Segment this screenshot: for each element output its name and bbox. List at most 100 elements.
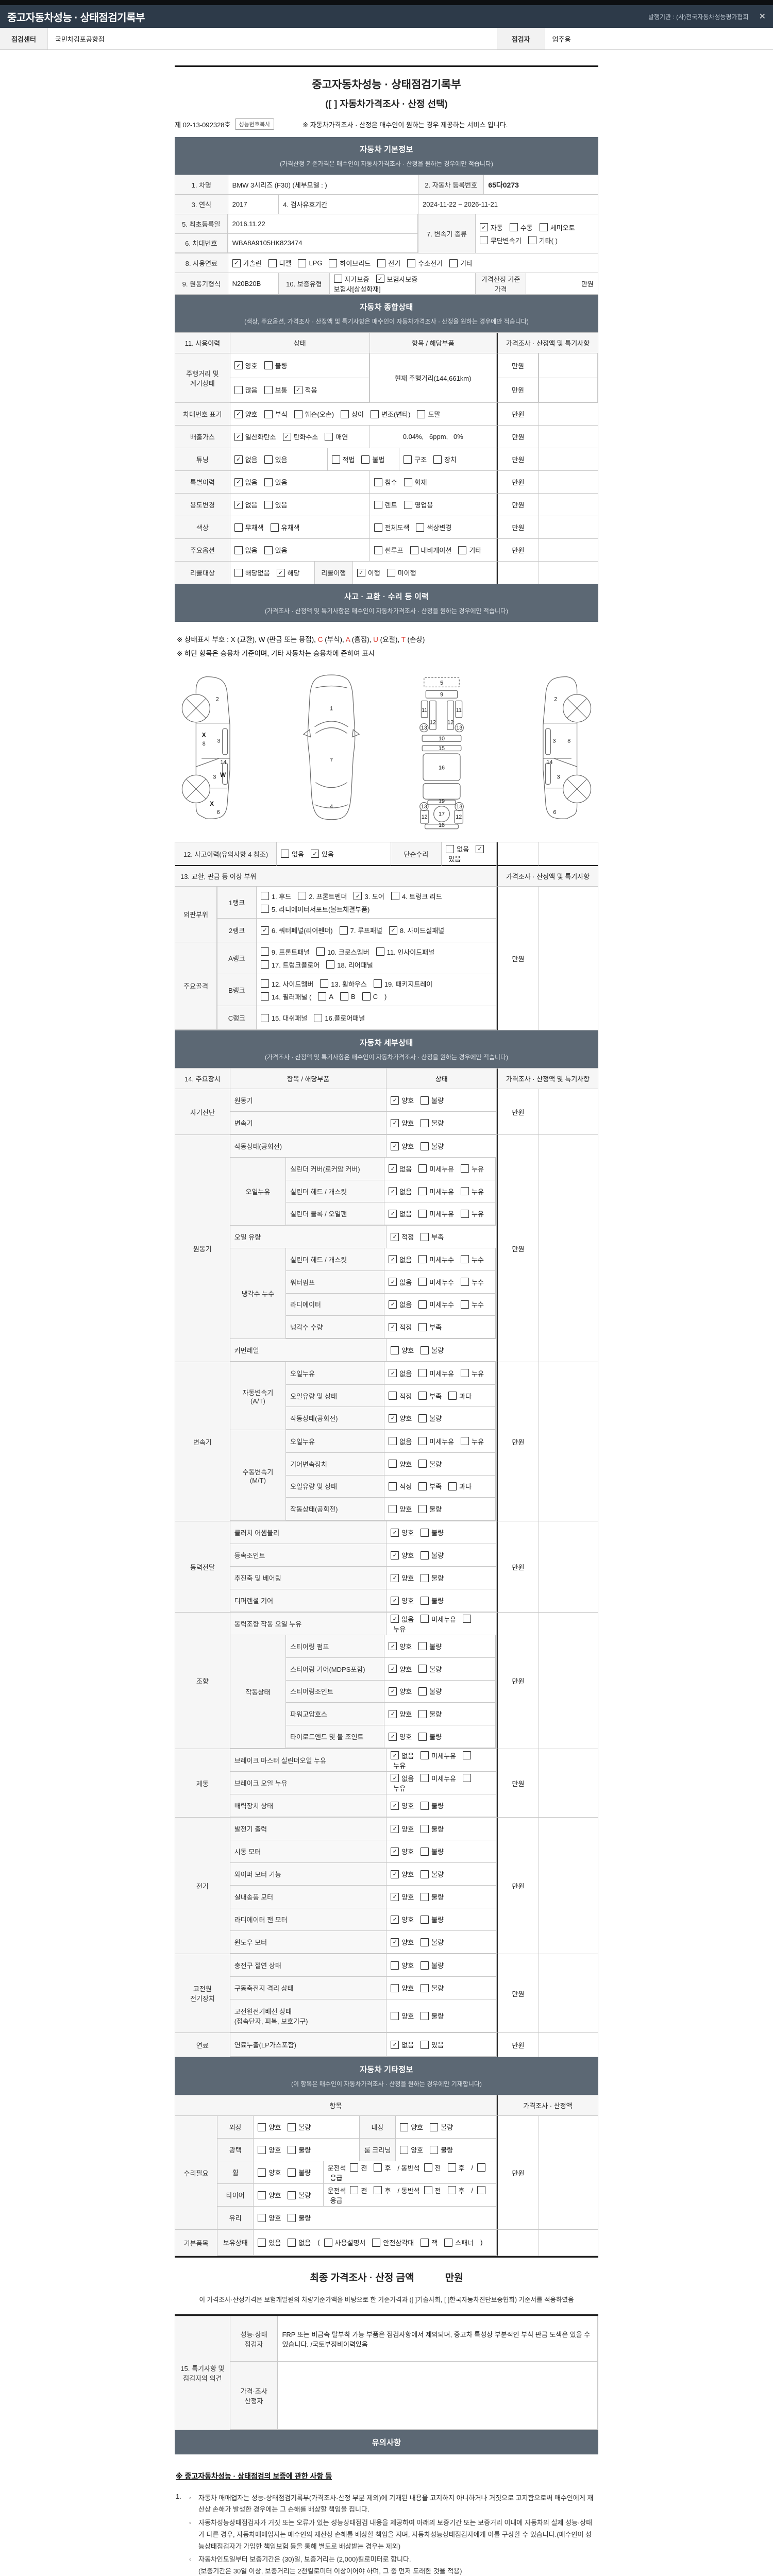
checkbox[interactable] [463, 1615, 472, 1623]
checkbox[interactable] [374, 546, 382, 554]
checkbox[interactable] [258, 2123, 266, 2131]
checkbox[interactable]: ✓ [389, 1164, 397, 1173]
checkbox[interactable] [339, 926, 348, 935]
copy-perf-number-button[interactable]: 성능번호복사 [234, 118, 275, 130]
checkbox[interactable] [444, 2238, 453, 2247]
checkbox[interactable] [461, 1255, 469, 1264]
checkbox[interactable] [418, 1687, 427, 1696]
checkbox[interactable] [340, 992, 348, 1001]
checkbox[interactable]: ✓ [389, 1642, 397, 1651]
checkbox[interactable] [389, 1392, 397, 1400]
checkbox[interactable] [418, 1482, 427, 1490]
checkbox[interactable] [463, 1751, 472, 1759]
checkbox[interactable] [294, 410, 303, 418]
checkbox[interactable]: ✓ [391, 1870, 399, 1878]
checkbox[interactable] [418, 1300, 427, 1309]
checkbox[interactable] [421, 1892, 429, 1901]
checkbox[interactable] [270, 523, 279, 532]
checkbox[interactable]: ✓ [389, 1687, 397, 1696]
checkbox[interactable]: ✓ [391, 1596, 399, 1605]
checkbox[interactable] [260, 960, 269, 969]
checkbox[interactable] [448, 1482, 457, 1490]
checkbox[interactable]: ✓ [310, 850, 319, 858]
checkbox[interactable] [326, 960, 335, 969]
checkbox[interactable]: ✓ [391, 1751, 399, 1759]
checkbox[interactable] [418, 1732, 427, 1741]
checkbox[interactable] [421, 1596, 429, 1605]
checkbox[interactable] [418, 1187, 427, 1195]
checkbox[interactable]: ✓ [391, 1118, 399, 1127]
checkbox[interactable]: ✓ [376, 275, 384, 283]
checkbox[interactable] [421, 1751, 429, 1759]
checkbox[interactable] [260, 905, 269, 913]
checkbox[interactable] [324, 2238, 332, 2247]
checkbox[interactable] [264, 546, 273, 554]
checkbox[interactable]: ✓ [391, 1892, 399, 1901]
checkbox[interactable] [421, 1870, 429, 1878]
checkbox[interactable] [329, 259, 338, 267]
checkbox[interactable] [372, 2238, 381, 2247]
checkbox[interactable]: ✓ [391, 1938, 399, 1946]
checkbox[interactable] [421, 1096, 429, 1105]
checkbox[interactable] [418, 1642, 427, 1651]
checkbox[interactable] [477, 2186, 486, 2194]
checkbox[interactable] [421, 1346, 429, 1354]
checkbox[interactable] [421, 1774, 429, 1782]
checkbox[interactable] [461, 1300, 469, 1309]
checkbox[interactable] [374, 2186, 382, 2194]
checkbox[interactable]: ✓ [389, 1278, 397, 1286]
checkbox[interactable] [264, 478, 273, 486]
checkbox[interactable] [350, 2163, 359, 2172]
checkbox[interactable] [418, 1504, 427, 1513]
checkbox[interactable]: ✓ [389, 1709, 397, 1718]
checkbox[interactable]: ✓ [476, 844, 484, 853]
checkbox[interactable] [461, 1369, 469, 1378]
checkbox[interactable]: ✓ [391, 1232, 399, 1241]
checkbox[interactable] [458, 546, 467, 554]
checkbox[interactable] [528, 236, 536, 244]
checkbox[interactable] [374, 478, 382, 486]
checkbox[interactable] [260, 992, 269, 1001]
checkbox[interactable] [377, 259, 386, 267]
checkbox[interactable]: ✓ [354, 892, 362, 900]
checkbox[interactable]: ✓ [276, 568, 285, 577]
checkbox[interactable] [417, 410, 426, 418]
checkbox[interactable] [288, 2168, 296, 2177]
checkbox[interactable] [373, 979, 382, 988]
checkbox[interactable] [421, 1961, 429, 1970]
checkbox[interactable]: ✓ [282, 432, 291, 441]
checkbox[interactable]: ✓ [234, 410, 243, 418]
checkbox[interactable]: ✓ [391, 1615, 399, 1623]
checkbox[interactable]: ✓ [391, 1528, 399, 1537]
checkbox[interactable] [391, 1961, 399, 1970]
checkbox[interactable] [461, 1437, 469, 1446]
checkbox[interactable] [389, 1460, 397, 1468]
checkbox[interactable] [374, 2163, 382, 2172]
checkbox[interactable] [281, 850, 290, 858]
checkbox[interactable] [234, 546, 243, 554]
checkbox[interactable]: ✓ [357, 568, 365, 577]
checkbox[interactable] [258, 2238, 266, 2247]
checkbox[interactable] [264, 410, 273, 418]
checkbox[interactable] [418, 1278, 427, 1286]
checkbox[interactable] [509, 223, 518, 231]
checkbox[interactable] [389, 1482, 397, 1490]
checkbox[interactable] [477, 2163, 486, 2172]
checkbox[interactable] [421, 1232, 429, 1241]
checkbox[interactable]: ✓ [391, 1142, 399, 1150]
checkbox[interactable] [325, 432, 333, 441]
checkbox[interactable] [374, 523, 382, 532]
checkbox[interactable] [288, 2191, 296, 2199]
checkbox[interactable] [258, 2191, 266, 2199]
checkbox[interactable] [430, 2145, 439, 2154]
checkbox[interactable] [421, 1551, 429, 1560]
checkbox[interactable]: ✓ [389, 926, 397, 935]
checkbox[interactable]: ✓ [391, 1801, 399, 1810]
checkbox[interactable] [463, 1774, 472, 1782]
checkbox[interactable] [264, 385, 273, 394]
checkbox[interactable]: ✓ [391, 1915, 399, 1924]
checkbox[interactable] [376, 947, 384, 956]
checkbox[interactable] [288, 2238, 296, 2247]
checkbox[interactable] [447, 2163, 456, 2172]
checkbox[interactable] [461, 1278, 469, 1286]
